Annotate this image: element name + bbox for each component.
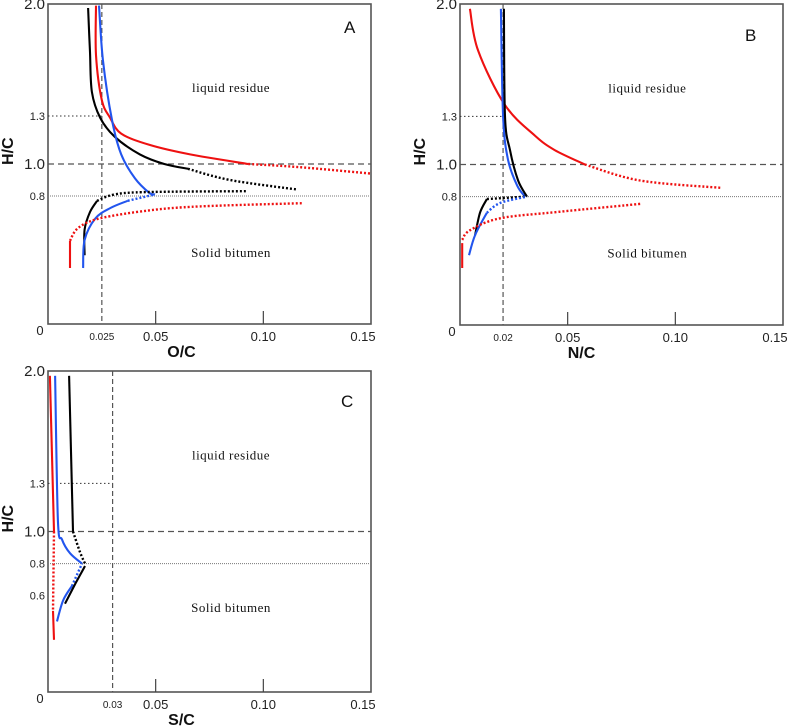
series-red-upper bbox=[48, 375, 56, 532]
x-origin-label: 0 bbox=[448, 324, 455, 339]
series-black-upper bbox=[87, 7, 189, 170]
region-label: liquid residue bbox=[608, 80, 686, 95]
y-tick-label: 0.6 bbox=[30, 591, 45, 603]
y-tick-label: 1.0 bbox=[24, 524, 45, 541]
x-tick-label: 0.15 bbox=[350, 697, 375, 712]
x-tick-label: 0.10 bbox=[251, 697, 276, 712]
y-tick-label: 0.8 bbox=[442, 192, 457, 204]
y-tick-label: 2.0 bbox=[24, 363, 45, 380]
series-blue-lower bbox=[82, 199, 129, 269]
region-label: Solid bitumen bbox=[191, 245, 271, 260]
series-black-upper-ext bbox=[187, 167, 298, 191]
x-tick-label: 0.05 bbox=[143, 329, 168, 344]
region-label: liquid residue bbox=[192, 80, 270, 95]
x-axis-title: S/C bbox=[168, 712, 195, 728]
y-axis-title: H/C bbox=[0, 137, 17, 165]
region-label: Solid bitumen bbox=[191, 600, 271, 615]
series-black-upper bbox=[68, 375, 75, 532]
panel-a: 0.05 0.10 0.15 0 0.025 2.0 1.3 1.0 0.8 O/C H/C Aliq… bbox=[0, 0, 376, 361]
series-red-upper bbox=[468, 8, 586, 166]
series-black-lower-ext bbox=[96, 190, 247, 202]
panel-letter: C bbox=[341, 392, 353, 411]
series-red-lower bbox=[51, 610, 56, 640]
series-blue-lower-ext bbox=[486, 195, 528, 214]
series-black-lower bbox=[474, 198, 488, 236]
y-tick-label: 1.0 bbox=[436, 157, 457, 174]
x-tick-label: 0.15 bbox=[350, 329, 375, 344]
x-axis-title: N/C bbox=[568, 345, 596, 362]
region-label: liquid residue bbox=[192, 447, 270, 462]
panel-letter: A bbox=[344, 18, 356, 37]
x-tick-label: 0.05 bbox=[555, 330, 580, 345]
series-black-lower bbox=[83, 200, 98, 256]
x-origin-label: 0 bbox=[36, 691, 43, 706]
y-tick-label: 1.3 bbox=[442, 111, 457, 123]
y-tick-label: 1.3 bbox=[30, 478, 45, 490]
series-black-lower bbox=[64, 565, 86, 605]
x-origin-label: 0 bbox=[36, 323, 43, 338]
series-red-upper-ext bbox=[248, 162, 372, 175]
x-axis-title: O/C bbox=[167, 344, 196, 361]
series-red-upper-ext bbox=[584, 163, 721, 189]
series-black-upper bbox=[502, 8, 528, 198]
panel-letter: B bbox=[745, 26, 756, 45]
x-tick-label: 0.10 bbox=[251, 329, 276, 344]
series-blue-lower bbox=[55, 585, 73, 622]
series-blue-lower bbox=[467, 212, 488, 256]
y-tick-label: 1.0 bbox=[24, 156, 45, 173]
series-red-mid bbox=[51, 531, 56, 611]
y-axis-title: H/C bbox=[412, 137, 429, 165]
x-ref-label: 0.03 bbox=[103, 700, 123, 711]
series-blue-lower-ext bbox=[70, 563, 84, 587]
series-blue-upper bbox=[97, 5, 156, 196]
series-red-lower-ext bbox=[461, 202, 642, 241]
series-red-upper bbox=[94, 5, 249, 166]
x-tick-label: 0.05 bbox=[143, 697, 168, 712]
series-blue-upper bbox=[54, 375, 83, 565]
y-tick-label: 0.8 bbox=[30, 559, 45, 571]
series-blue-lower-ext bbox=[127, 193, 156, 202]
series-red-lower-ext bbox=[68, 202, 303, 242]
y-axis-title: H/C bbox=[0, 504, 17, 532]
x-tick-label: 0.10 bbox=[663, 330, 688, 345]
y-tick-label: 0.8 bbox=[30, 191, 45, 203]
panel-b: 0.05 0.10 0.15 0 0.02 2.0 1.3 1.0 0.8 N/C H/C Bliqu… bbox=[412, 0, 788, 362]
series-black-upper-ext bbox=[71, 531, 87, 565]
y-tick-label: 2.0 bbox=[436, 0, 457, 13]
y-tick-label: 1.3 bbox=[30, 111, 45, 123]
region-label: Solid bitumen bbox=[607, 246, 687, 261]
x-ref-label: 0.025 bbox=[89, 332, 114, 343]
x-ref-label: 0.02 bbox=[493, 333, 513, 344]
x-tick-label: 0.15 bbox=[762, 330, 787, 345]
series-blue-upper bbox=[499, 8, 526, 198]
panel-c: 0.05 0.10 0.15 0 0.03 2.0 1.3 1.0 0.8 0.6 S/C H/C Cl… bbox=[0, 363, 376, 728]
y-tick-label: 2.0 bbox=[24, 0, 45, 13]
